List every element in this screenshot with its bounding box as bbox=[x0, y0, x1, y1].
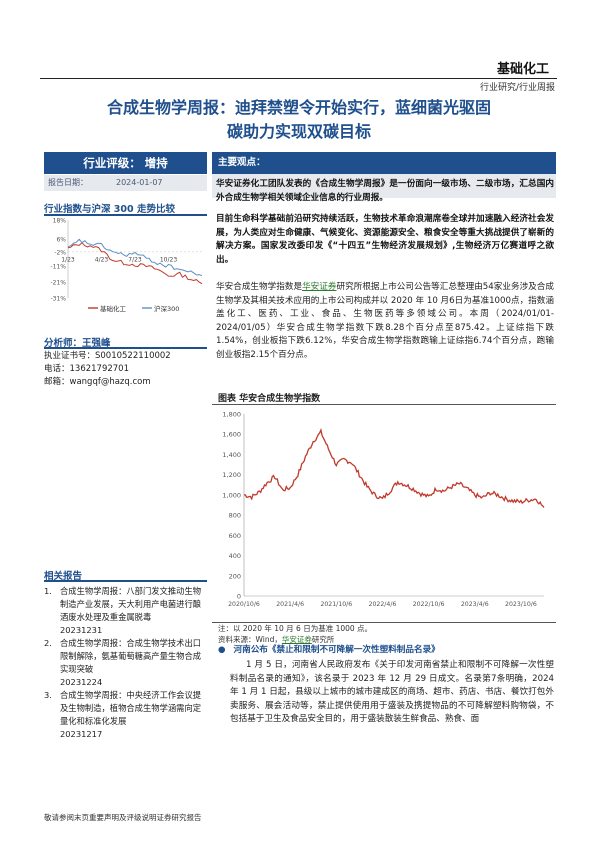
legend-label-industry: 基础化工 bbox=[100, 304, 127, 313]
y-tick-label: 800 bbox=[229, 512, 241, 520]
y-tick-label: -2% bbox=[54, 249, 66, 256]
y-tick-label: 6% bbox=[56, 237, 66, 244]
y-tick-label: 1,200 bbox=[222, 471, 241, 479]
x-tick-label: 7/23 bbox=[128, 256, 142, 263]
legend-label-hs300: 沪深300 bbox=[154, 304, 179, 313]
index-comparison-chart: 18% 6% -2% -11% -21% -31% 1/23 4/23 7/23 10/23 基础化… bbox=[50, 218, 203, 313]
report-date-row: 报告日期： 2024-01-07 bbox=[44, 175, 207, 191]
x-tick-label: 2021/4/6 bbox=[276, 601, 304, 608]
y-tick-label: 1,800 bbox=[222, 411, 241, 419]
main-viewpoint-box bbox=[212, 174, 556, 198]
related-reports-title: 相关报告 bbox=[44, 571, 83, 582]
analyst-rule bbox=[44, 347, 207, 349]
chart-note: 注：以 2020 年 10 月 6 日为基准 1000 点。 bbox=[218, 624, 373, 633]
report-text: 合成生物学周报：合成生物学技术出口限制解除，氨基葡萄糖高产量生物合成实现突破 bbox=[60, 638, 202, 674]
report-date-value: 2024-01-07 bbox=[116, 178, 163, 187]
analyst-label: 分析师：王强峰 bbox=[44, 338, 111, 349]
report-num: 1. bbox=[44, 586, 52, 596]
related-report-item[interactable]: 1. 合成生物学周报：八部门发文推动生物制造产业发展，天大利用产电菌进行酿酒废水… bbox=[44, 585, 207, 637]
footer-disclaimer: 敬请参阅末页重要声明及评级说明证券研究报告 bbox=[44, 813, 202, 822]
y-tick-label: 200 bbox=[229, 572, 241, 580]
breadcrumb: 行业研究/行业周报 bbox=[479, 83, 555, 93]
related-report-item[interactable]: 2. 合成生物学周报：合成生物学技术出口限制解除，氨基葡萄糖高产量生物合成实现突… bbox=[44, 637, 207, 689]
news-title: ● 河南公布《禁止和限制不可降解一次性塑料制品名录》 bbox=[218, 645, 440, 655]
y-tick-label: 400 bbox=[229, 552, 241, 560]
industry-name: 基础化工 bbox=[496, 62, 549, 77]
x-tick-label: 2020/10/6 bbox=[228, 601, 260, 608]
industry-rating: 行业评级： 增持 bbox=[44, 152, 207, 174]
y-tick-label: 0 bbox=[237, 593, 241, 601]
series-line-industry bbox=[67, 241, 203, 285]
x-tick-label: 2021/10/6 bbox=[320, 601, 352, 608]
analyst-info: 执业证书号：S0010522110002 电话：13621792701 邮箱：w… bbox=[44, 350, 171, 389]
main-viewpoint-label: 主要观点： bbox=[212, 152, 556, 174]
y-tick-label: 1,600 bbox=[222, 431, 241, 439]
y-tick-label: 18% bbox=[53, 218, 67, 225]
index-chart-rule bbox=[44, 214, 207, 216]
synbio-index-chart: 0 200 400 600 800 1,000 1,200 1,400 1,600 1,800 20… bbox=[222, 411, 545, 608]
series-line-hs300 bbox=[67, 238, 203, 277]
report-text: 合成生物学周报：八部门发文推动生物制造产业发展，天大利用产电菌进行酿酒废水处理及… bbox=[60, 586, 202, 622]
x-tick-label: 1/23 bbox=[61, 256, 75, 263]
x-tick-label: 2023/4/6 bbox=[461, 601, 489, 608]
report-date-label: 报告日期： bbox=[48, 178, 88, 187]
report-num: 3. bbox=[44, 690, 52, 700]
y-tick-label: 1,000 bbox=[222, 491, 241, 499]
index-chart-caption: 图表 华安合成生物学指数 bbox=[218, 394, 321, 404]
chart-source: 资料来源：Wind，华安证券研究所 bbox=[218, 635, 335, 644]
news-body: 1 月 5 日，河南省人民政府发布《关于印发河南省禁止和限制不可降解一次性塑料制… bbox=[230, 660, 554, 724]
source-firm-link[interactable]: 华安证券 bbox=[281, 635, 312, 644]
chart-top-rule bbox=[212, 404, 556, 405]
related-reports-list: 1. 合成生物学周报：八部门发文推动生物制造产业发展，天大利用产电菌进行酿酒废水… bbox=[44, 585, 207, 741]
y-tick-label: -11% bbox=[50, 264, 66, 271]
report-date: 20231224 bbox=[60, 677, 103, 687]
report-text: 合成生物学周报：中央经济工作会议提及生物制造，植物合成生物学涵需向定量化和标准化… bbox=[60, 690, 202, 726]
analyst-email[interactable]: 邮箱：wangqf@hazq.com bbox=[44, 377, 151, 387]
report-title-line1: 合成生物学周报：迪拜禁塑令开始实行，蓝细菌光驱固 bbox=[106, 98, 491, 117]
firm-link[interactable]: 华安证券 bbox=[302, 282, 337, 292]
related-report-item[interactable]: 3. 合成生物学周报：中央经济工作会议提及生物制造，植物合成生物学涵需向定量化和… bbox=[44, 689, 207, 741]
y-tick-label: -31% bbox=[50, 296, 66, 303]
x-tick-label: 2022/10/6 bbox=[413, 601, 445, 608]
report-date: 20231217 bbox=[60, 729, 103, 739]
chart-notes: 注：以 2020 年 10 月 6 日为基准 1000 点。 资料来源：Wind… bbox=[218, 623, 372, 645]
y-tick-label: 1,400 bbox=[222, 451, 241, 459]
x-tick-label: 4/23 bbox=[95, 256, 109, 263]
x-tick-label: 10/23 bbox=[160, 256, 177, 263]
report-num: 2. bbox=[44, 638, 52, 648]
analyst-cert: 执业证书号：S0010522110002 bbox=[44, 351, 171, 361]
bullet-dot-icon: ● bbox=[218, 645, 226, 655]
analyst-phone: 电话：13621792701 bbox=[44, 364, 129, 374]
y-tick-label: 600 bbox=[229, 532, 241, 540]
x-tick-label: 2022/4/6 bbox=[369, 601, 397, 608]
viewpoint-paragraph-2: 目前生命科学基础前沿研究持续活跃，生物技术革命浪潮席卷全球并加速融入经济社会发展… bbox=[216, 214, 554, 265]
report-date: 20231231 bbox=[60, 625, 103, 635]
series-line-synbio-index bbox=[244, 428, 545, 508]
chart-bottom-rule bbox=[212, 622, 556, 623]
viewpoint-paragraph-3: 华安合成生物学指数是华安证券研究所根据上市公司公告等汇总整理由54家业务涉及合成… bbox=[216, 282, 554, 360]
report-title: 合成生物学周报：迪拜禁塑令开始实行，蓝细菌光驱固 碳助力实现双碳目标 bbox=[44, 96, 554, 144]
report-title-line2: 碳助力实现双碳目标 bbox=[226, 122, 371, 141]
y-tick-label: -21% bbox=[50, 280, 66, 287]
index-chart-title: 行业指数与沪深 300 走势比较 bbox=[44, 204, 175, 215]
header-divider bbox=[40, 78, 557, 79]
viewpoint-paragraph-1: 华安证券化工团队发表的《合成生物学周报》是一份面向一级市场、二级市场，汇总国内外… bbox=[216, 179, 554, 203]
x-tick-label: 2023/10/6 bbox=[505, 601, 537, 608]
related-reports-rule bbox=[44, 580, 207, 582]
